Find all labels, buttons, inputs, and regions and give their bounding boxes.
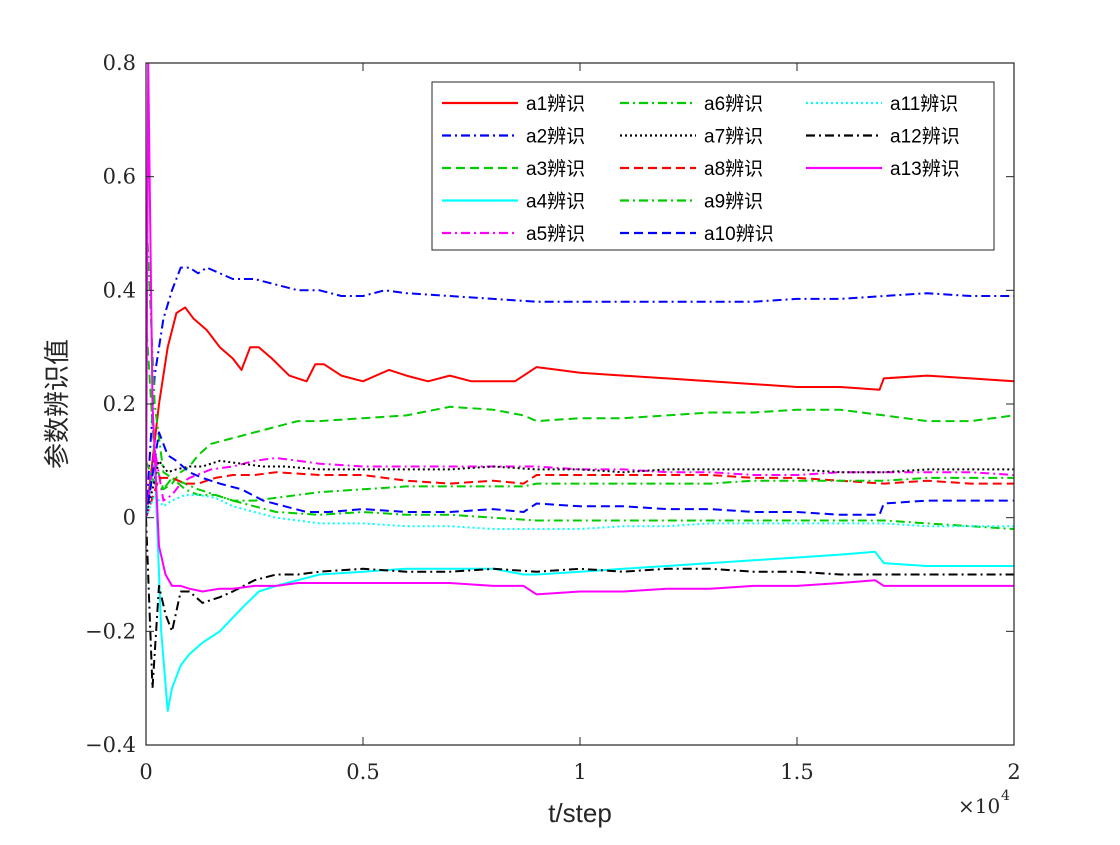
series-line-a6 xyxy=(146,460,1014,530)
series-layer xyxy=(146,63,1014,712)
x-tick-label: 0.5 xyxy=(346,760,379,784)
x-axis-title: t/step xyxy=(548,798,612,828)
series-line-a7 xyxy=(146,459,1014,518)
y-tick-label: −0.2 xyxy=(85,619,136,643)
x-multiplier-base: ×10 xyxy=(958,794,1000,818)
y-tick-label: −0.4 xyxy=(85,733,136,757)
series-line-a1 xyxy=(146,306,1014,518)
legend-label-a9: a9辨识 xyxy=(704,191,763,213)
x-multiplier-exponent: 4 xyxy=(1001,788,1010,804)
legend-label-a5: a5辨识 xyxy=(526,223,585,245)
x-axis-multiplier: ×10 4 xyxy=(958,788,1010,818)
series-line-a11 xyxy=(146,493,1014,530)
x-tick-label: 1 xyxy=(573,760,586,784)
x-tick-label: 0 xyxy=(139,760,152,784)
y-axis-title: 参数辨识值 xyxy=(42,339,72,469)
ticks-layer: 0 0.5 1 1.5 2 −0.4 −0.2 0 0.2 0.4 0.6 0.8 xyxy=(85,51,1021,784)
y-tick-label: 0 xyxy=(123,506,136,530)
legend-label-a4: a4辨识 xyxy=(526,191,585,213)
series-line-a4 xyxy=(146,459,1014,712)
series-line-a13 xyxy=(146,63,1014,596)
series-line-a9 xyxy=(146,205,1014,502)
y-tick-label: 0.2 xyxy=(103,392,136,416)
y-tick-label: 0.4 xyxy=(103,278,136,302)
legend-label-a2: a2辨识 xyxy=(526,126,585,148)
y-tick-label: 0.6 xyxy=(103,165,136,189)
legend-label-a7: a7辨识 xyxy=(704,126,763,148)
legend-label-a8: a8辨识 xyxy=(704,158,763,180)
legend-label-a6: a6辨识 xyxy=(704,93,763,115)
series-line-a12 xyxy=(146,517,1014,690)
legend-label-a1: a1辨识 xyxy=(526,93,585,115)
x-tick-label: 2 xyxy=(1007,760,1020,784)
legend-label-a10: a10辨识 xyxy=(704,223,774,245)
x-tick-label: 1.5 xyxy=(780,760,813,784)
series-line-a10 xyxy=(146,431,1014,518)
y-tick-label: 0.8 xyxy=(103,51,136,75)
legend: a1辨识 a2辨识 a3辨识 a4辨识 a5辨识 a6辨识 a7辨识 a8辨识 a9辨识 a10辨… xyxy=(431,81,995,251)
legend-label-a13: a13辨识 xyxy=(890,158,960,180)
legend-label-a11: a11辨识 xyxy=(890,93,958,115)
legend-label-a3: a3辨识 xyxy=(526,158,585,180)
legend-box xyxy=(431,81,995,251)
legend-label-a12: a12辨识 xyxy=(890,126,960,148)
